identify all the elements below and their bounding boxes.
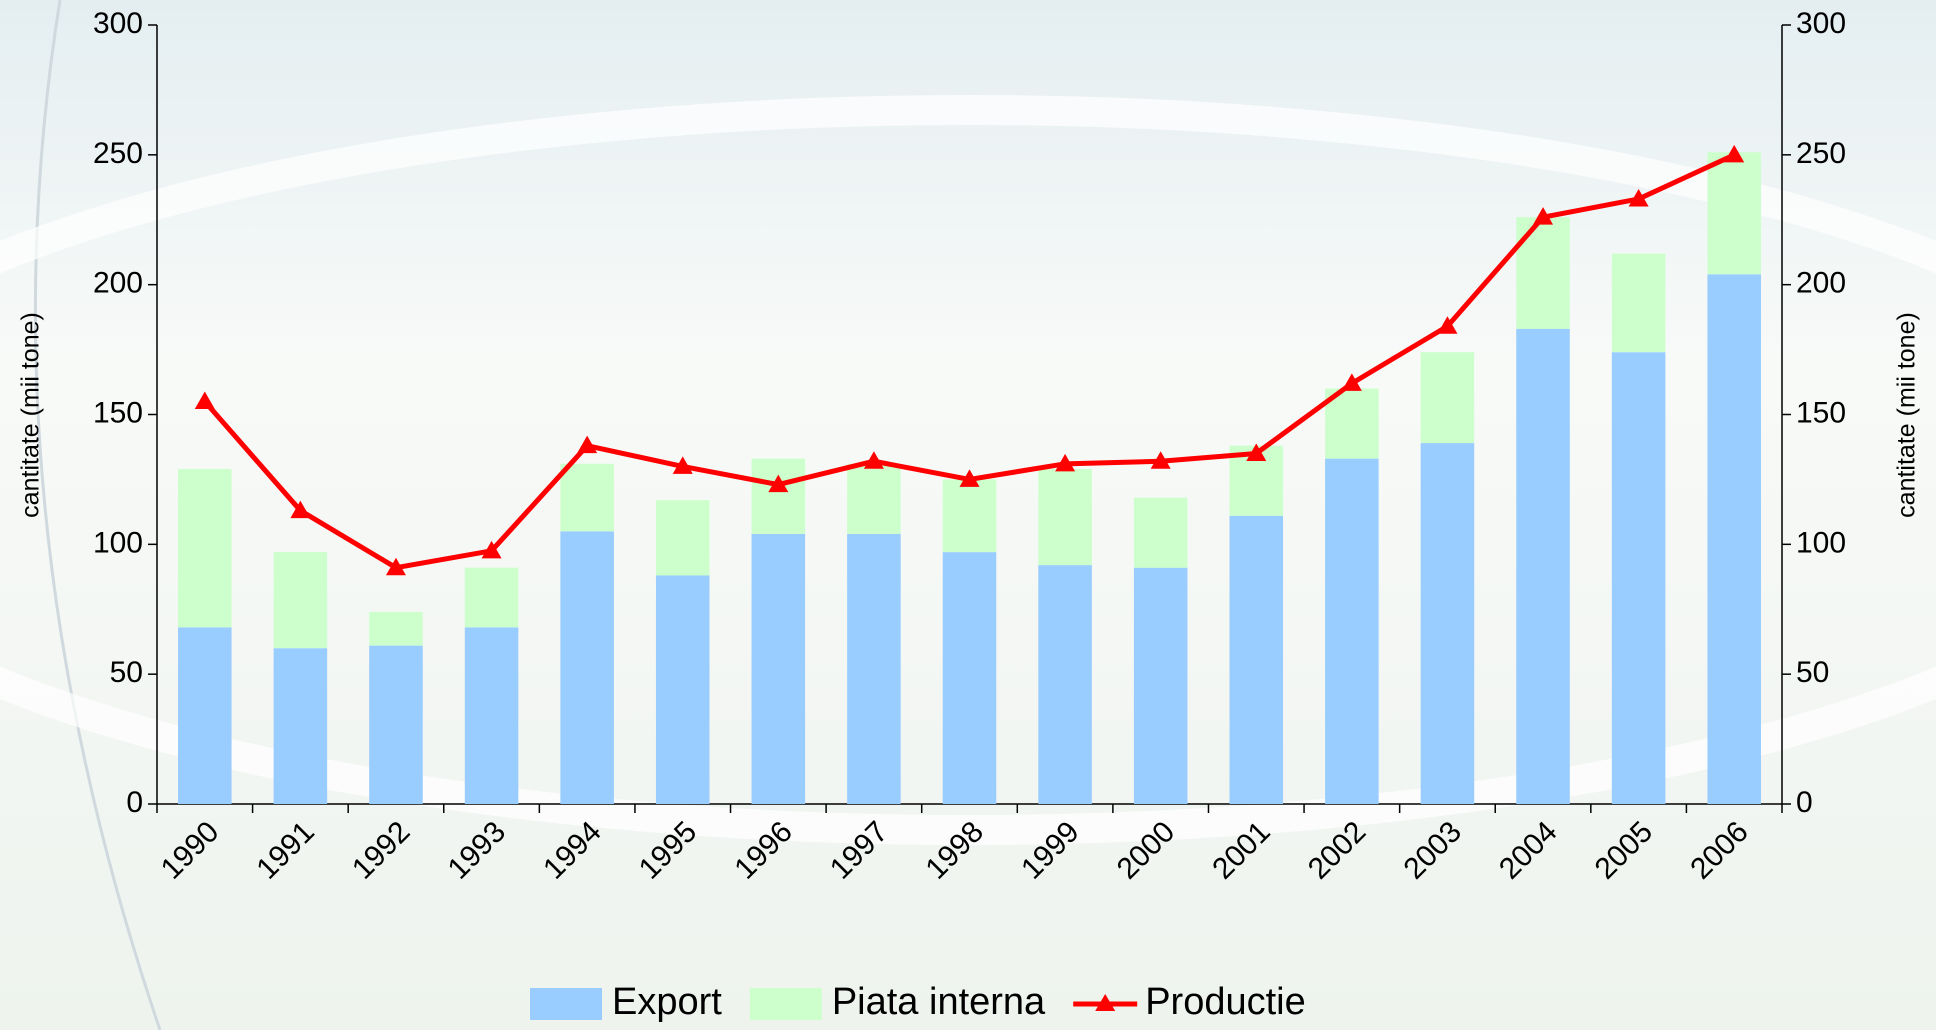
bar: [1229, 515, 1284, 804]
line-marker: [1533, 207, 1554, 225]
y-tick-label: 250: [93, 137, 143, 170]
bar: [1516, 217, 1570, 329]
bar: [655, 575, 710, 804]
y2-tick-label: 150: [1796, 396, 1846, 429]
line-marker: [481, 540, 502, 559]
bar: [1707, 152, 1761, 275]
line-marker: [1055, 453, 1076, 472]
y2-tick-label: 300: [1796, 7, 1846, 40]
bar: [464, 567, 519, 628]
bar: [1611, 253, 1666, 353]
bar: [847, 463, 901, 534]
line-marker: [194, 391, 215, 410]
bar: [273, 552, 328, 649]
bar: [1325, 458, 1379, 804]
y2-tick-label: 100: [1796, 526, 1846, 559]
y2-axis-label: cantitate (mii tone): [1893, 312, 1921, 518]
y2-tick-label: 50: [1796, 656, 1829, 689]
legend-marker: [1095, 994, 1116, 1011]
y-tick-label: 300: [93, 7, 143, 40]
y-tick-label: 100: [93, 526, 143, 559]
bar: [178, 469, 232, 628]
bar: [751, 533, 806, 804]
legend-label: Productie: [1145, 981, 1306, 1023]
legend-swatch: [749, 988, 822, 1020]
line-marker: [385, 557, 406, 576]
line-marker: [959, 469, 980, 487]
line-marker: [863, 451, 884, 469]
legend-swatch: [530, 988, 602, 1020]
bar: [847, 533, 901, 804]
bar: [751, 458, 806, 534]
bar: [1038, 469, 1092, 566]
line-marker: [1150, 451, 1171, 469]
bar: [1611, 352, 1666, 804]
y2-tick-label: 0: [1796, 786, 1813, 819]
bar: [1325, 388, 1379, 459]
bar: [1133, 567, 1188, 804]
bar: [942, 479, 997, 553]
decor-ellipse: [0, 95, 1936, 845]
y-axis-label: cantitate (mii tone): [17, 312, 45, 518]
y-tick-label: 0: [126, 786, 143, 819]
bar: [1707, 274, 1761, 804]
bar: [942, 552, 997, 804]
bar: [1133, 497, 1188, 568]
bar: [1420, 352, 1475, 444]
line-marker: [577, 435, 598, 454]
bar: [560, 531, 614, 804]
bar: [1038, 565, 1092, 804]
decor-arc: [33, 0, 162, 1030]
line-marker: [1724, 144, 1745, 163]
line-marker: [1437, 316, 1458, 334]
bar: [273, 648, 328, 804]
bar: [178, 627, 232, 804]
bar: [369, 611, 423, 646]
legend-label: Export: [612, 981, 722, 1023]
bar: [560, 463, 614, 532]
line-marker: [290, 500, 311, 519]
y-tick-label: 50: [110, 656, 143, 689]
line-marker: [1628, 188, 1649, 207]
legend-label: Piata interna: [832, 981, 1046, 1023]
bar: [464, 627, 519, 804]
line-marker: [768, 474, 789, 493]
bar: [1420, 443, 1475, 804]
y-tick-label: 200: [93, 267, 143, 300]
y2-tick-label: 250: [1796, 137, 1846, 170]
y2-tick-label: 200: [1796, 267, 1846, 300]
line-marker: [1341, 373, 1362, 391]
line-marker: [1246, 443, 1267, 461]
bar: [1516, 328, 1570, 804]
bar: [655, 500, 710, 576]
y-tick-label: 150: [93, 396, 143, 429]
bar: [369, 645, 423, 804]
line-marker: [672, 456, 693, 474]
